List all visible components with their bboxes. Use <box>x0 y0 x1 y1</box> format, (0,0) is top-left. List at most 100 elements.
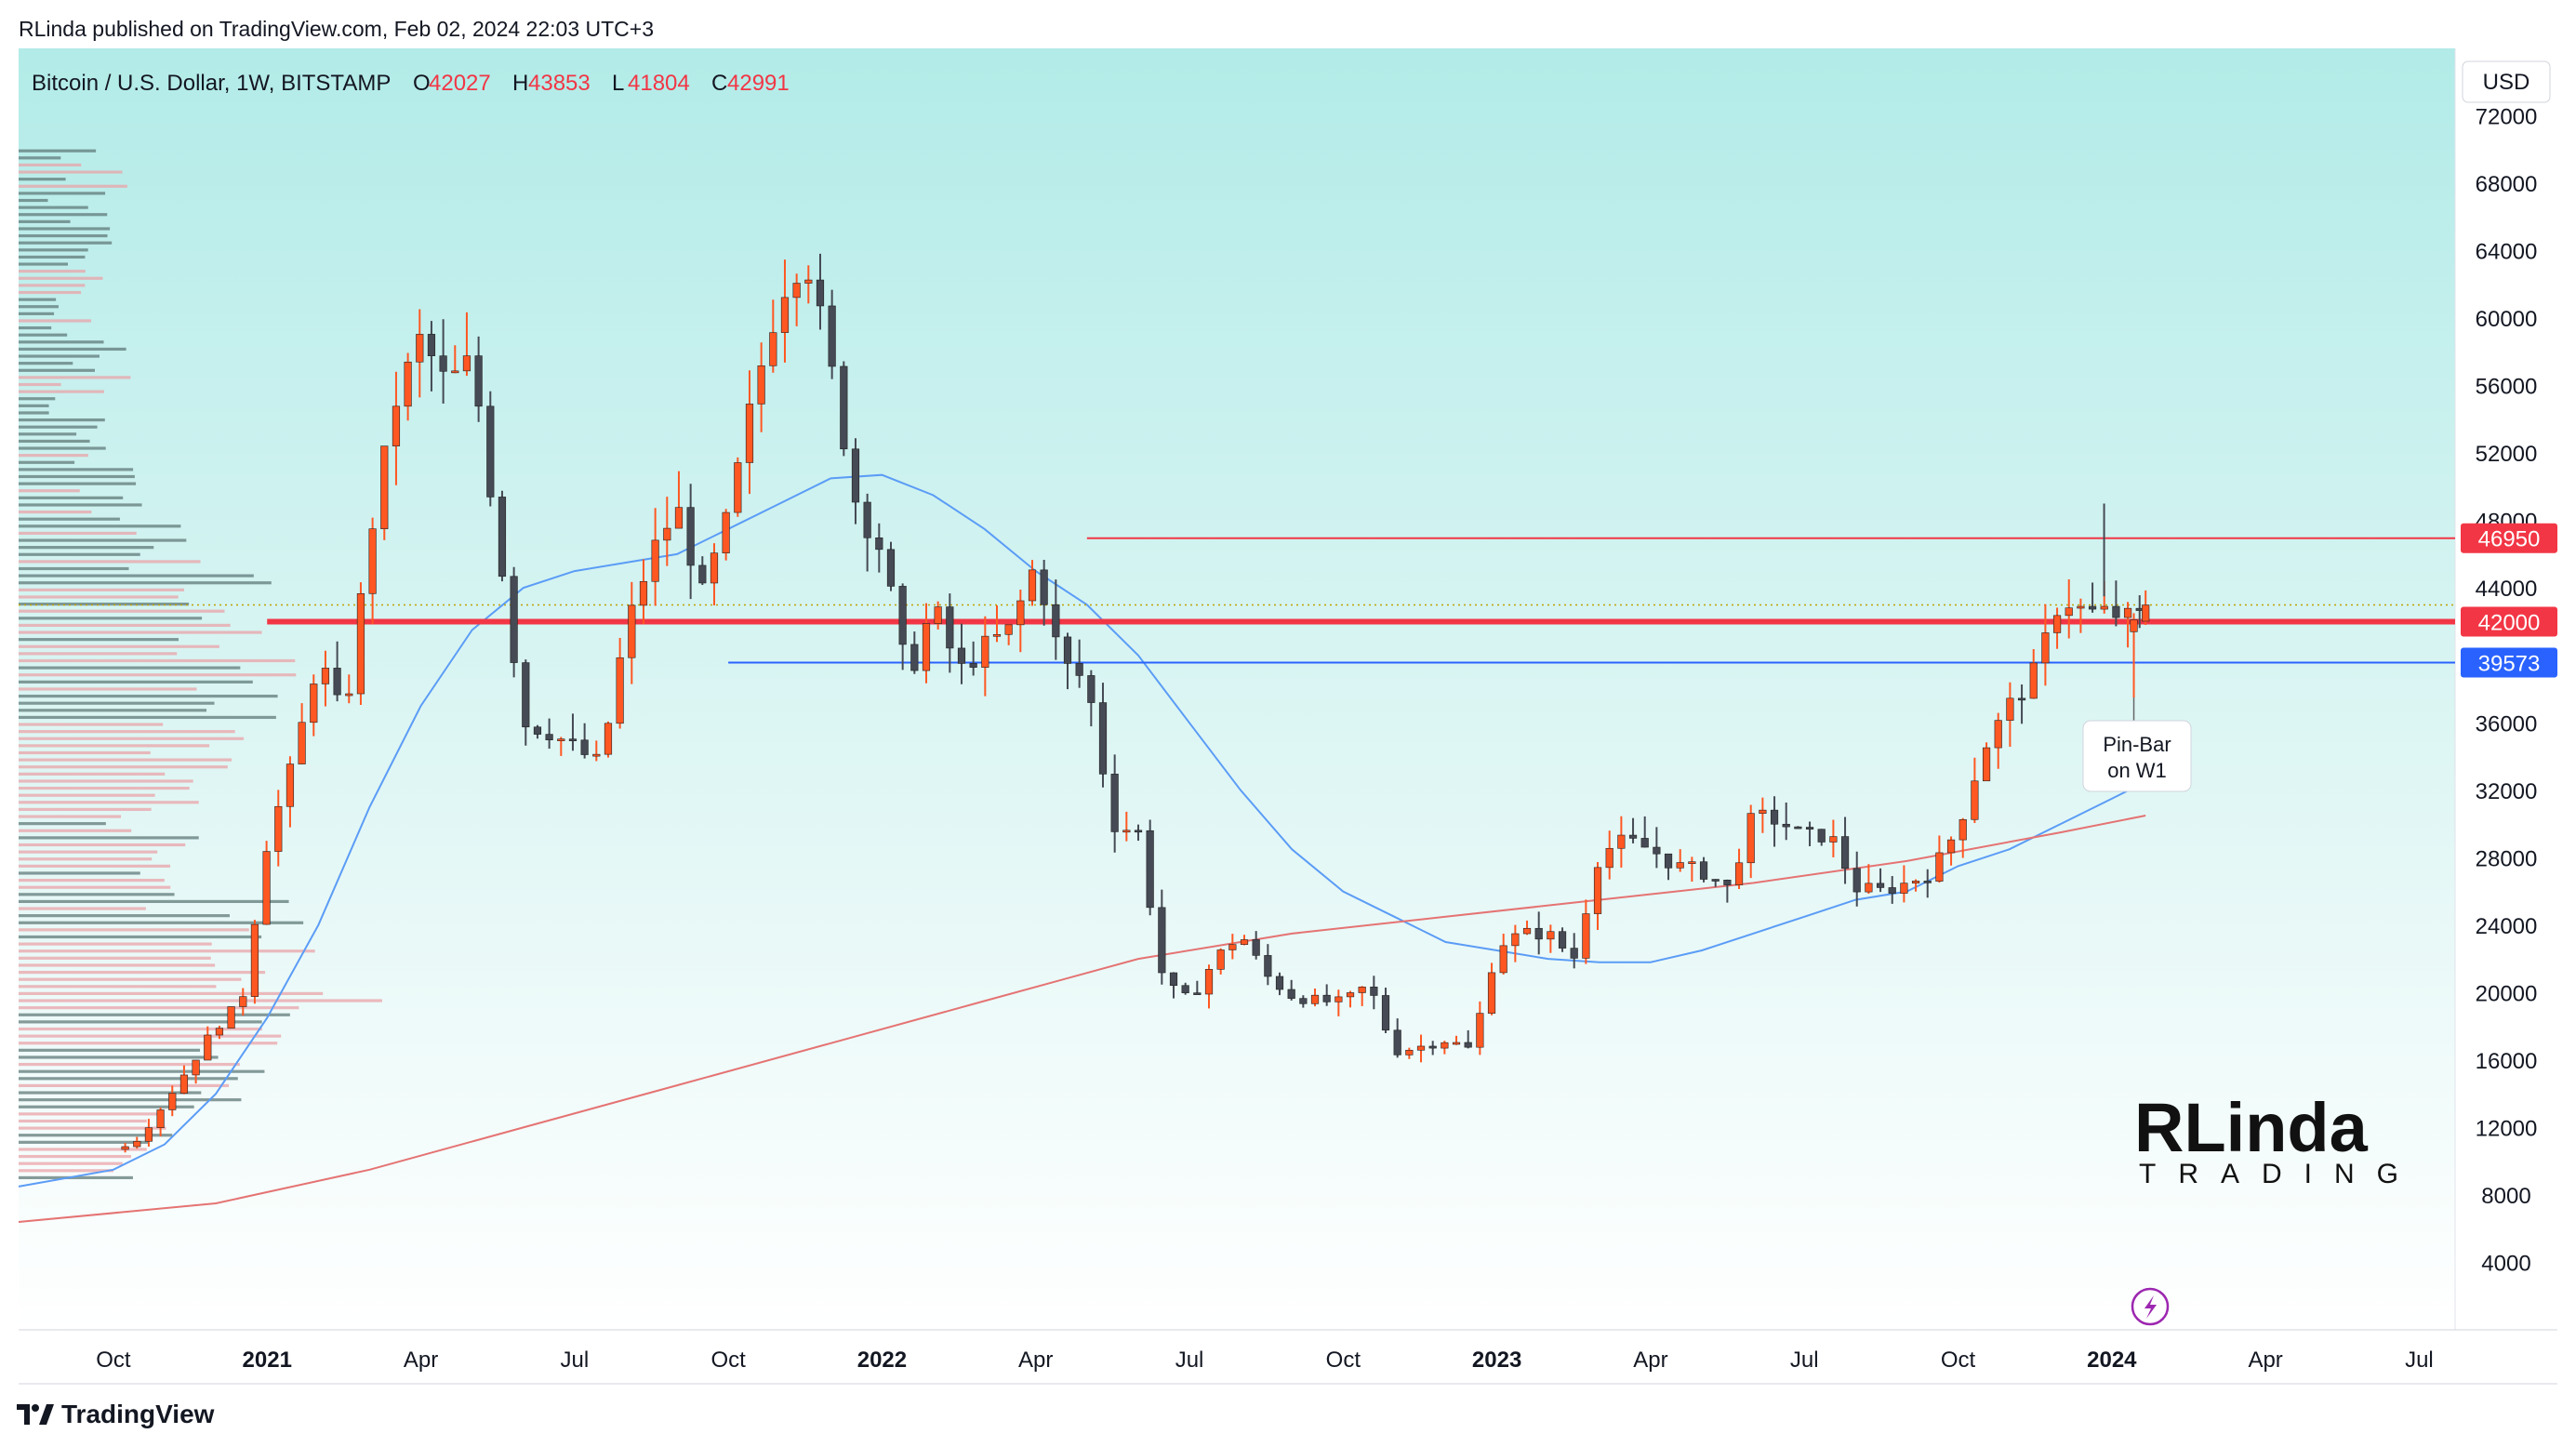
volume-profile-bar-bear <box>19 1048 201 1052</box>
candle-bull <box>1829 836 1838 843</box>
volume-profile-bar-bull <box>19 382 61 387</box>
volume-profile-bar-bull <box>19 623 231 628</box>
y-tick-label: 16000 <box>2476 1049 2538 1074</box>
volume-profile-bar-bull <box>19 970 266 975</box>
candle-bull <box>2065 607 2073 617</box>
volume-profile-bar-bull <box>19 1034 282 1038</box>
candle-bear <box>1381 995 1390 1031</box>
candle-bull <box>144 1127 153 1142</box>
candle-bear <box>522 662 530 728</box>
candle-bear <box>851 448 860 503</box>
candle-bull <box>651 539 659 582</box>
candle-bear <box>1287 989 1295 999</box>
ohlc-value: 42991 <box>727 71 790 96</box>
candle-bear <box>1888 887 1896 894</box>
candle-bull <box>1759 809 1767 814</box>
watermark-subtitle: TRADING <box>2139 1159 2421 1189</box>
volume-profile-bar-bear <box>19 262 68 266</box>
candle-bull <box>156 1109 165 1128</box>
candle-bear <box>1134 830 1143 833</box>
brand-name: TradingView <box>61 1400 215 1428</box>
candle-bear <box>957 647 966 664</box>
x-tick-label: Apr <box>1018 1347 1053 1373</box>
candle-bear <box>886 549 896 587</box>
annotation-line-1: Pin-Bar <box>2103 733 2171 756</box>
volume-profile-bar-bear <box>19 1105 194 1108</box>
volume-profile-bar-bull <box>19 1126 166 1130</box>
candle-bull <box>922 623 931 671</box>
annotation-box[interactable] <box>2082 720 2192 792</box>
candle-bear <box>1110 774 1119 832</box>
candle-bear <box>1817 829 1826 843</box>
candle-bull <box>1865 883 1873 893</box>
tradingview-logo-icon <box>17 1404 54 1425</box>
x-tick-label: 2021 <box>243 1347 292 1373</box>
volume-profile-bar-bull <box>19 928 249 932</box>
candle-bear <box>1805 827 1814 830</box>
volume-profile-bar-bear <box>19 566 129 571</box>
volume-profile-bar-bull <box>19 270 86 273</box>
candle-bull <box>1593 867 1602 914</box>
volume-profile-bar-bull <box>19 977 242 981</box>
tradingview-brand[interactable]: TradingView <box>17 1400 214 1429</box>
y-tick-label: 20000 <box>2476 981 2538 1006</box>
candle-bull <box>2006 697 2014 721</box>
pin-bar-candle <box>2130 619 2138 632</box>
candle-bear <box>1782 823 1790 828</box>
candle-bear <box>828 305 836 367</box>
x-tick-label: Apr <box>404 1347 438 1373</box>
current-candle[interactable] <box>2142 604 2150 622</box>
candle-bull <box>1028 569 1037 602</box>
candle-bull <box>1734 862 1744 885</box>
volume-profile-bar-bull <box>19 510 92 514</box>
volume-profile-bar-bear <box>19 325 52 330</box>
price-chart[interactable]: USD 4000 8000 12000 16000 20000 24000 28000 3200… <box>0 0 2576 1395</box>
volume-profile-bar-bull <box>19 765 228 769</box>
candle-bull <box>1016 600 1025 626</box>
candle-bear <box>969 663 977 668</box>
volume-profile-bar-bear <box>19 581 272 585</box>
volume-profile-bar-bull <box>19 723 164 726</box>
candle-bear <box>1464 1042 1472 1048</box>
candle-bull <box>1310 994 1320 1004</box>
candle-bull <box>2123 607 2132 618</box>
candle-bull <box>639 580 648 606</box>
volume-profile-bar-bear <box>19 298 57 301</box>
candle-bear <box>1193 992 1202 995</box>
volume-profile-bar-bull <box>19 801 199 804</box>
volume-profile-bar-bear <box>19 156 61 160</box>
candle-bear <box>2112 605 2120 618</box>
candle-bull <box>345 693 353 697</box>
volume-profile-bar-bull <box>19 991 324 996</box>
volume-profile-bar-bull <box>19 290 82 295</box>
candle-bear <box>1158 907 1166 974</box>
volume-profile-bar-bull <box>19 779 193 783</box>
candle-bull <box>462 355 471 372</box>
candle-bear <box>510 576 518 663</box>
volume-profile-bar-bear <box>19 460 75 464</box>
candle-bull <box>179 1074 189 1094</box>
volume-profile-bar-bull <box>19 878 165 883</box>
candle-bull <box>804 279 813 284</box>
candle-bull <box>2100 605 2108 610</box>
y-tick-label: 32000 <box>2476 779 2538 804</box>
y-tick-label: 8000 <box>2481 1184 2530 1209</box>
volume-profile-bar-bear <box>19 666 241 670</box>
volume-profile-bar-bear <box>19 1098 242 1102</box>
currency-button[interactable] <box>2462 60 2551 103</box>
candle-bear <box>545 734 553 740</box>
lightning-icon[interactable] <box>2131 1287 2170 1326</box>
y-tick-label: 44000 <box>2476 577 2538 602</box>
y-tick-label: 12000 <box>2476 1116 2538 1141</box>
candle-bull <box>1688 861 1696 864</box>
volume-profile-bar-bear <box>19 468 134 471</box>
candle-bull <box>663 527 671 541</box>
chart-background <box>19 48 2455 1330</box>
candle-bull <box>204 1034 212 1061</box>
volume-profile-bar-bull <box>19 1027 262 1031</box>
candle-bear <box>1052 604 1060 638</box>
candle-bear <box>2088 605 2097 610</box>
volume-profile-bar-bear <box>19 871 140 875</box>
volume-profile-bar-bull <box>19 644 219 648</box>
